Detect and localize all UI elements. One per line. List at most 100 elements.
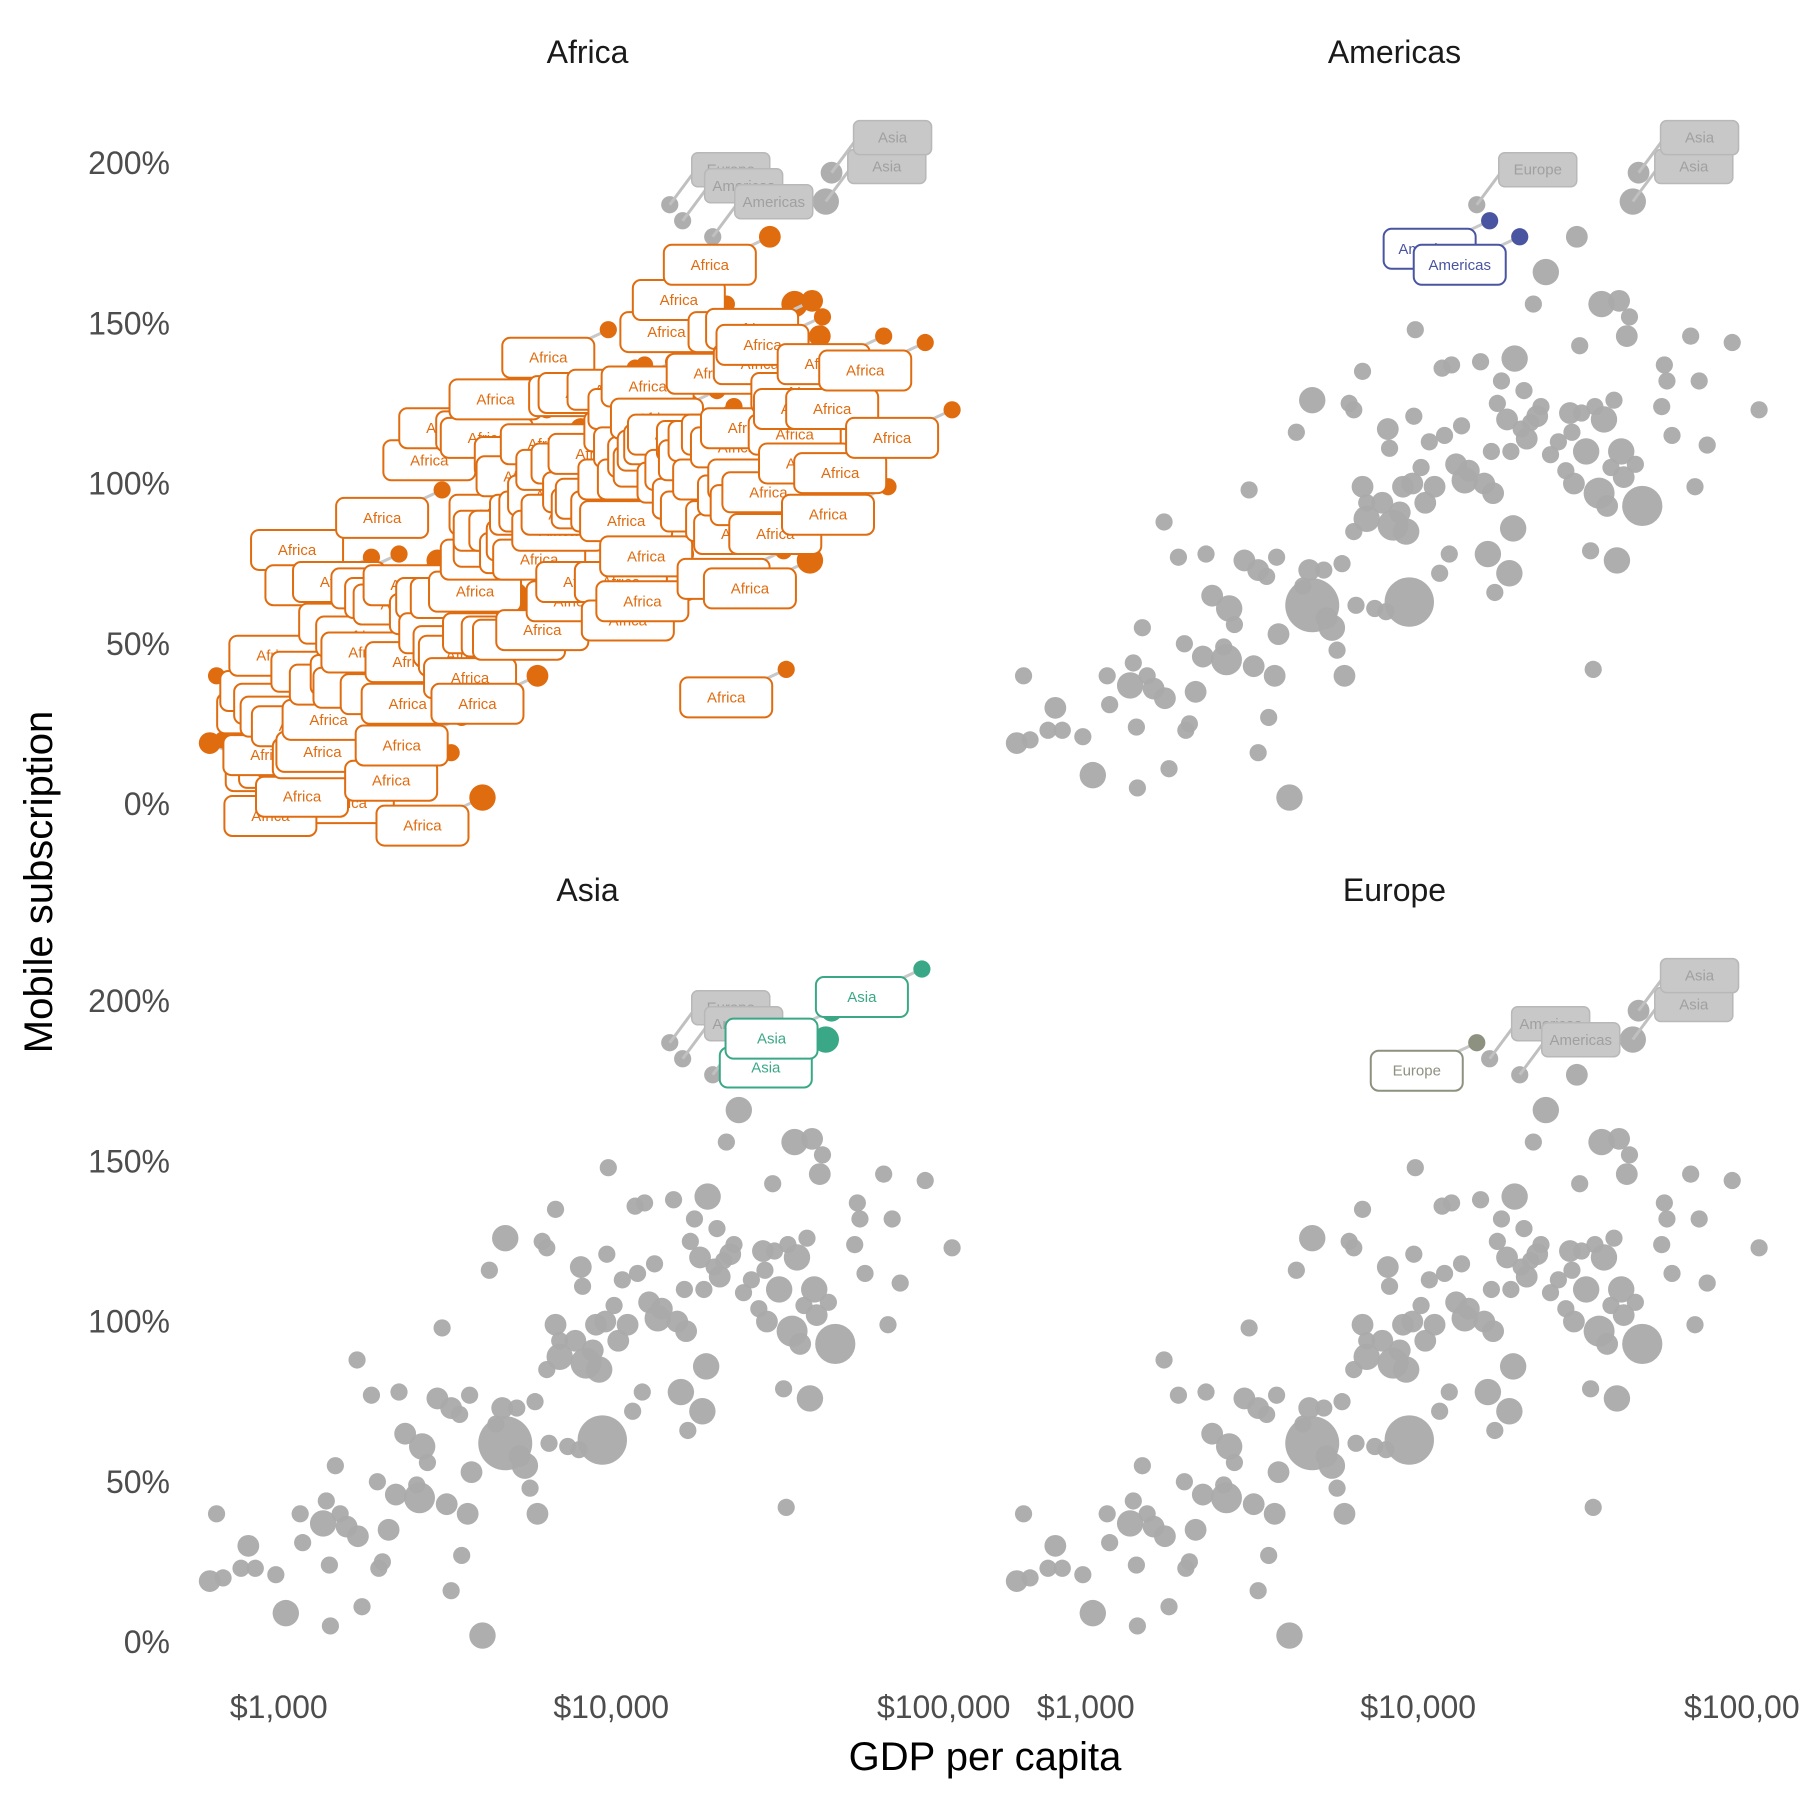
highlight-label-box-africa xyxy=(818,349,913,392)
data-point xyxy=(1315,561,1333,579)
data-point xyxy=(492,1225,519,1252)
data-point xyxy=(291,1505,309,1523)
data-point xyxy=(1287,423,1305,441)
data-point xyxy=(1549,433,1567,451)
data-point xyxy=(1612,1304,1635,1327)
x-tick-label--1-000: $1,000 xyxy=(1037,1689,1135,1725)
data-point xyxy=(1021,1569,1039,1587)
y-axis-title: Mobile subscription xyxy=(17,711,61,1053)
data-point xyxy=(1191,1483,1214,1506)
data-point xyxy=(353,1598,371,1616)
data-point xyxy=(394,1422,417,1445)
data-point xyxy=(1014,667,1033,685)
data-point xyxy=(765,1276,793,1303)
y-tick-label-150-: 150% xyxy=(88,305,170,341)
data-point xyxy=(1384,1415,1434,1465)
highlight-label-text-africa: Africa xyxy=(283,789,322,806)
data-point xyxy=(820,161,843,184)
data-point xyxy=(1267,623,1290,646)
data-point xyxy=(1318,1452,1346,1479)
data-point xyxy=(1098,1505,1116,1523)
highlight-label-text-africa: Africa xyxy=(821,465,860,482)
highlight-label-text-africa: Africa xyxy=(809,507,848,524)
data-point xyxy=(734,1284,753,1302)
data-point xyxy=(1571,1175,1589,1193)
data-point xyxy=(390,1383,408,1401)
data-point xyxy=(1371,491,1394,514)
data-point xyxy=(1626,1293,1644,1311)
panel-title-asia: Asia xyxy=(556,872,618,908)
data-point xyxy=(1596,495,1619,517)
data-point xyxy=(1658,372,1676,390)
data-point xyxy=(1388,1339,1411,1362)
data-point xyxy=(546,1343,573,1370)
data-point xyxy=(1414,1329,1437,1352)
data-point xyxy=(689,1398,716,1425)
data-point xyxy=(546,1200,565,1218)
data-point xyxy=(540,1434,558,1452)
data-point xyxy=(1380,1277,1399,1295)
data-point xyxy=(1608,1127,1630,1150)
data-point xyxy=(272,1599,300,1627)
highlight-label-text-africa: Africa xyxy=(309,712,348,729)
highlight-point-africa xyxy=(433,481,451,499)
data-point xyxy=(796,1385,824,1412)
data-point xyxy=(1690,372,1708,390)
panel-americas: AmericasEuropeAsiaAsiaAmericasAmericas xyxy=(1005,34,1768,811)
data-point xyxy=(1116,672,1144,699)
data-point xyxy=(1515,381,1533,400)
data-point xyxy=(1502,1280,1520,1299)
data-point xyxy=(798,1229,816,1247)
highlight-label-box-africa xyxy=(599,535,694,578)
highlight-label-text-africa: Africa xyxy=(776,427,815,444)
data-point xyxy=(1442,1194,1461,1212)
data-point xyxy=(1287,1261,1305,1279)
highlight-label-box-africa xyxy=(793,452,888,495)
data-point xyxy=(1124,1492,1142,1510)
data-point xyxy=(1442,356,1461,374)
highlight-label-box-africa xyxy=(780,493,875,536)
data-point xyxy=(1571,337,1589,355)
data-point xyxy=(1622,485,1663,527)
data-point xyxy=(624,1402,642,1420)
data-point xyxy=(605,1296,623,1315)
data-point xyxy=(1380,439,1399,457)
data-point xyxy=(581,1339,604,1362)
data-point xyxy=(607,1329,630,1352)
data-point xyxy=(373,1553,392,1571)
data-point xyxy=(346,1525,369,1548)
highlight-label-text-africa: Africa xyxy=(456,584,495,601)
data-point xyxy=(1563,423,1581,441)
data-point xyxy=(1345,401,1363,419)
highlight-point-africa xyxy=(390,545,408,563)
data-point xyxy=(1353,505,1380,532)
data-point xyxy=(1133,619,1151,637)
data-point xyxy=(633,1383,651,1401)
highlight-label-text-africa: Africa xyxy=(476,391,515,408)
data-point xyxy=(883,1210,901,1228)
data-point xyxy=(1014,1505,1033,1523)
data-point xyxy=(1626,455,1644,473)
data-point xyxy=(1116,1510,1144,1537)
data-point xyxy=(1079,1599,1107,1627)
data-point xyxy=(1197,1383,1215,1401)
data-point xyxy=(491,1397,514,1419)
data-point xyxy=(1605,1229,1623,1247)
data-point xyxy=(1431,564,1449,582)
data-point xyxy=(1412,1296,1430,1315)
highlight-label-text-europe: Europe xyxy=(1393,1063,1441,1080)
data-point xyxy=(801,1127,823,1150)
highlight-label-text-americas: Americas xyxy=(1428,257,1491,274)
data-point xyxy=(692,1353,720,1380)
data-point xyxy=(1615,325,1638,348)
data-point xyxy=(320,1556,338,1574)
data-point xyxy=(1098,667,1116,685)
data-point xyxy=(1515,1219,1533,1238)
highlight-point-africa xyxy=(777,660,795,678)
data-point xyxy=(1267,1386,1286,1404)
data-point xyxy=(650,1297,673,1320)
data-point xyxy=(1201,584,1224,607)
panel-europe: Europe$1,000$10,000$100,000AmericasAmeri… xyxy=(1005,872,1800,1725)
x-tick-label--100-000: $100,000 xyxy=(877,1689,1010,1725)
data-point xyxy=(1347,596,1365,614)
